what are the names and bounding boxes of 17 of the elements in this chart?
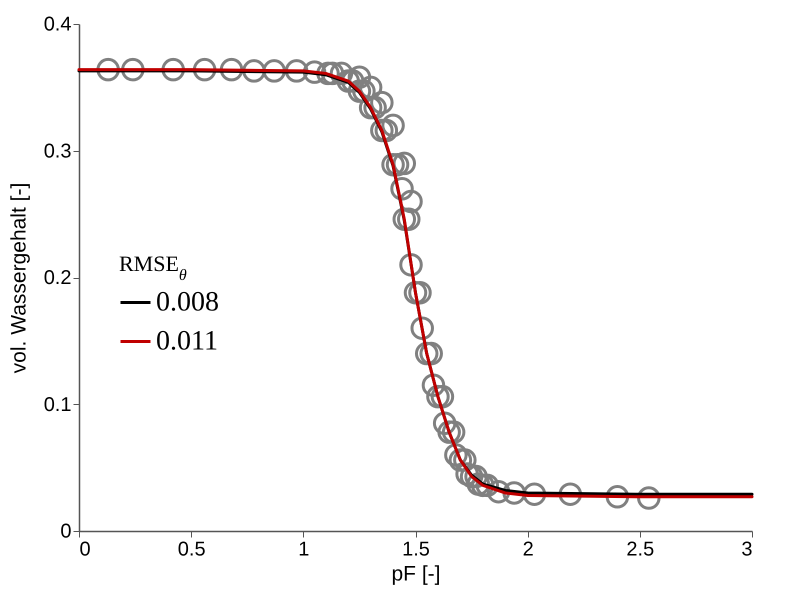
y-tick-label: 0	[60, 520, 72, 542]
x-tick-label: 1.5	[402, 538, 430, 560]
x-tick-label: 2.5	[626, 538, 654, 560]
legend-title: RMSE$_{θ}$	[119, 251, 187, 284]
x-tick-label: 3	[741, 538, 752, 560]
y-axis-title: vol. Wassergehalt [-]	[8, 182, 31, 374]
x-tick-label: 1	[298, 538, 310, 560]
x-tick-label: 2	[522, 538, 534, 560]
legend-label: 0.011	[156, 326, 218, 356]
y-tick-label: 0.4	[44, 14, 72, 36]
x-axis-title: pF [-]	[391, 562, 441, 586]
legend-label: 0.008	[156, 286, 219, 318]
y-tick-label: 0.3	[44, 140, 72, 162]
x-tick-label: 0.5	[178, 538, 206, 560]
y-tick-label: 0.1	[44, 394, 72, 416]
y-tick-label: 0.2	[44, 267, 72, 289]
x-tick-label: 0	[80, 538, 91, 560]
